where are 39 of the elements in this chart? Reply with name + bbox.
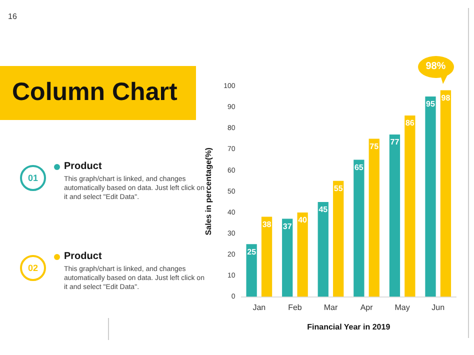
text: 01	[20, 165, 46, 191]
data-label: 77	[390, 138, 400, 147]
data-label: 45	[318, 205, 328, 214]
text: 16	[8, 12, 17, 21]
bar	[261, 216, 272, 297]
bar	[368, 138, 380, 297]
text: 02	[20, 255, 46, 281]
data-label: 95	[426, 100, 436, 109]
x-tick-label: Jun	[432, 302, 445, 312]
bar	[297, 212, 308, 297]
bar	[440, 90, 452, 297]
x-tick-label: Apr	[360, 302, 374, 312]
bar	[389, 134, 400, 297]
bar	[318, 202, 328, 297]
x-axis-title: Financial Year in 2019	[307, 322, 391, 332]
data-label: 55	[334, 184, 344, 194]
y-axis-title: Sales in percentage(%)	[204, 147, 214, 236]
data-label: 37	[282, 222, 292, 232]
legend-label: Product	[64, 161, 102, 172]
data-label: 40	[298, 216, 308, 225]
legend-label: Product	[64, 251, 102, 262]
chart-title: Column Chart	[11, 77, 178, 107]
data-label: 38	[262, 220, 272, 229]
bar	[282, 218, 293, 297]
data-label: 75	[370, 142, 380, 151]
bar	[333, 180, 344, 297]
bar	[425, 96, 436, 297]
bar	[246, 244, 257, 297]
bar	[354, 160, 364, 297]
data-label: 98	[441, 93, 451, 102]
data-label: 25	[247, 247, 257, 256]
x-tick-label: May	[394, 302, 410, 312]
annotation: 98%	[418, 56, 454, 78]
data-label: 86	[405, 118, 415, 128]
x-tick-label: Mar	[324, 302, 338, 312]
x-tick-label: Jan	[252, 302, 266, 312]
data-label: 65	[354, 162, 364, 172]
x-tick-label: Feb	[288, 302, 302, 312]
bar	[404, 116, 416, 297]
